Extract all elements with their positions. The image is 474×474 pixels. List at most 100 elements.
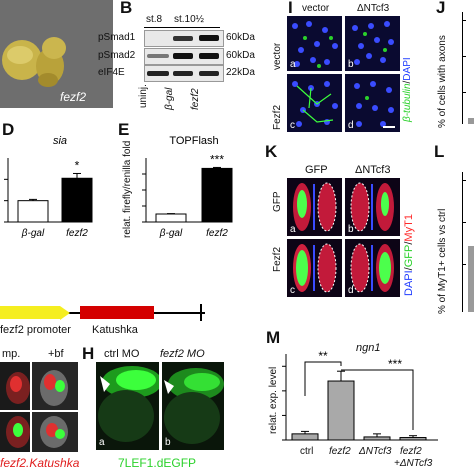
panel-i-sub-d: d [348, 120, 354, 131]
panel-k-sub-d: d [348, 285, 354, 296]
panel-g-image-2 [32, 362, 78, 410]
cells-d [354, 81, 395, 128]
panel-i-b: b [345, 16, 400, 71]
panel-e-ylabel: relat. firefly/renilla fold [122, 140, 133, 238]
m-bar-0 [291, 433, 319, 441]
panel-m-title: ngn1 [356, 342, 381, 354]
panel-g-col1: mp. [2, 348, 21, 360]
panel-b-label: B [120, 0, 133, 17]
m-bar-2 [363, 436, 391, 441]
lane-label-1: uninj. [138, 84, 149, 108]
d-xlabel-0: β-gal [21, 228, 45, 239]
stain-k-gfp: GFP [403, 244, 415, 268]
panel-a-image: fezf2 [0, 0, 113, 108]
blot-row-1 [144, 30, 224, 47]
chart-e-svg: TOPFlash *** β-gal fezf2 [142, 135, 233, 239]
embryo-illustration [2, 37, 66, 87]
panel-g-col2: +bf [48, 348, 64, 360]
panel-h-col1: ctrl MO [104, 348, 140, 360]
panel-l-tick-1 [462, 180, 466, 181]
d-xlabel-1: fezf2 [66, 228, 88, 239]
panel-k-sub-a: a [290, 224, 296, 235]
panel-m-label: M [266, 328, 281, 347]
band-size-3: 22kDa [226, 67, 255, 78]
construct-promoter-label: fezf2 promoter [0, 324, 71, 336]
d-bar-0 [17, 200, 49, 223]
e-significance: *** [210, 152, 224, 166]
panel-h-a-image [98, 366, 159, 442]
m-bracket-1 [304, 361, 342, 396]
panel-h-sub-a: a [99, 437, 105, 448]
panel-j-ylabel: % of cells with axons [437, 35, 448, 128]
panel-i-row2: Fezf2 [272, 104, 283, 130]
panel-e-label: E [118, 120, 130, 139]
m-xlabel-fezf2: fezf2 [329, 446, 351, 457]
panel-h-b-image [164, 368, 224, 444]
panel-g-image-1 [0, 362, 30, 410]
panel-k-b: b [345, 178, 400, 236]
panel-k-label: K [265, 142, 278, 161]
panel-i-sub-b: b [348, 59, 354, 70]
section-k-a [293, 182, 337, 232]
e-bar-0 [155, 213, 187, 223]
panel-k-row2: Fezf2 [272, 246, 283, 272]
panel-a-caption: fezf2 [60, 90, 87, 104]
panel-k-row1: GFP [272, 191, 283, 212]
panel-g-caption: fezf2.Katushka [0, 456, 80, 470]
blot-row-3 [144, 65, 224, 82]
lane-label-2: β-gal [164, 87, 175, 110]
panel-d-label: D [2, 120, 15, 139]
band-name-1: pSmad1 [98, 32, 136, 43]
blot-row-2 [144, 48, 224, 65]
construct-end-cap [200, 304, 202, 321]
e-bar-1 [201, 167, 233, 223]
panel-i-col2: ΔNTcf3 [357, 3, 390, 14]
panel-l-bar-edge [468, 246, 474, 312]
panel-j-tick-1 [462, 20, 466, 21]
m-bar-1 [327, 380, 355, 441]
stain-k-sep-1: / [403, 267, 415, 271]
panel-h-col2: fezf2 MO [160, 348, 205, 360]
panel-i-label: I [288, 0, 293, 17]
panel-k-sub-c: c [290, 285, 295, 296]
band-size-2: 60kDa [226, 50, 255, 61]
chart-d-svg: sia * β-gal fezf2 [4, 135, 93, 239]
panel-j-tick-2 [462, 56, 466, 57]
panel-i-a: a [287, 16, 342, 71]
panel-g-image-3 [0, 412, 30, 452]
e-xlabel-1: fezf2 [206, 228, 228, 239]
panel-j-tick-3 [462, 92, 466, 93]
cells-c [292, 81, 338, 127]
band-name-2: pSmad2 [98, 50, 136, 61]
panel-l-tick-3 [462, 264, 466, 265]
stain-dapi: DAPI [402, 57, 413, 81]
panel-i-sub-a: a [290, 59, 296, 70]
panel-h-label: H [82, 344, 95, 363]
e-title: TOPFlash [169, 135, 218, 147]
panel-i-c: c [287, 74, 342, 132]
e-xlabel-0: β-gal [159, 228, 183, 239]
d-title: sia [53, 135, 67, 147]
panel-h-sub-b: b [165, 437, 171, 448]
panel-i-d: d [345, 74, 400, 132]
section-k-b [350, 182, 394, 232]
band-size-1: 60kDa [226, 32, 255, 43]
panel-l-axis [462, 172, 463, 312]
band-name-3: eIF4E [98, 67, 125, 78]
section-k-d [350, 243, 394, 293]
construct-promoter-box [0, 306, 60, 319]
stain-beta-tubulin: β-tubulin [402, 83, 413, 122]
cells-a [292, 21, 338, 68]
m-xlabel-ctrl: ctrl [300, 446, 314, 457]
section-k-c [293, 243, 337, 293]
panel-g-image-4 [32, 412, 78, 452]
panel-k-col1: GFP [305, 164, 328, 176]
m-significance-2: *** [388, 357, 402, 371]
panel-h-caption: 7LEF1.dEGFP [118, 456, 197, 470]
panel-l-tick-2 [462, 222, 466, 223]
stain-k-sep-2: / [403, 241, 415, 245]
panel-k-stain-legend: DAPI/GFP/MyT1 [403, 214, 415, 296]
m-bracket-2 [341, 369, 414, 430]
panel-h-a: a [96, 362, 159, 450]
panel-i-sub-c: c [290, 120, 295, 131]
